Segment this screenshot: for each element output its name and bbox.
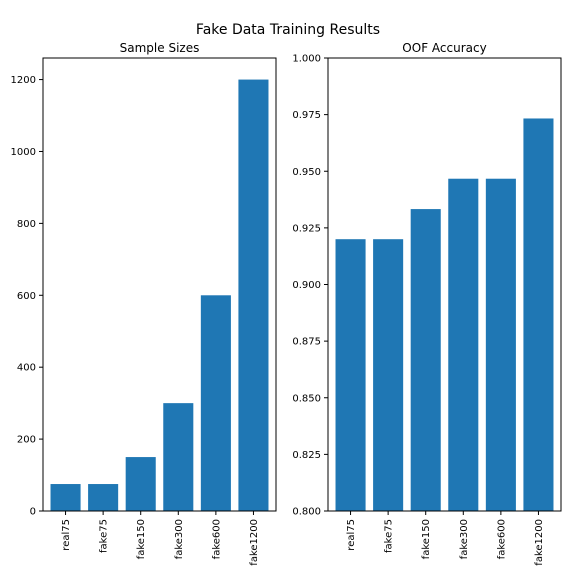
oof-accuracy-bar-fake75: [373, 239, 404, 511]
sample-sizes-y-tick-label: 1200: [11, 75, 36, 86]
sample-sizes-y-tick-label: 0: [30, 507, 36, 518]
oof-accuracy-chart: OOF Accuracy 0.8000.8250.8500.8750.9000.…: [292, 41, 562, 566]
sample-sizes-y-tick-label: 200: [17, 435, 36, 446]
sample-sizes-x-tick-label: real75: [61, 519, 72, 551]
sample-sizes-bar-fake150: [125, 457, 156, 511]
oof-accuracy-bar-fake300: [448, 178, 479, 511]
oof-accuracy-bar-real75: [335, 239, 366, 511]
sample-sizes-bar-fake300: [163, 403, 194, 511]
oof-accuracy-y-tick-label: 0.975: [292, 110, 321, 121]
oof-accuracy-y-tick-label: 1.000: [292, 54, 321, 65]
oof-accuracy-x-tick-label: fake150: [421, 519, 432, 559]
sample-sizes-x-tick-label: fake150: [136, 519, 147, 559]
oof-accuracy-bar-fake600: [485, 178, 516, 511]
oof-accuracy-x-tick-label: fake75: [384, 519, 395, 553]
sample-sizes-y-tick-label: 1000: [11, 147, 36, 158]
sample-sizes-axes-frame: [42, 57, 277, 512]
oof-accuracy-x-tick-label: real75: [346, 519, 357, 551]
oof-accuracy-y-tick-label: 0.900: [292, 280, 321, 291]
oof-accuracy-x-tick-label: fake1200: [534, 519, 545, 566]
sample-sizes-y-tick-label: 800: [17, 219, 36, 230]
sample-sizes-y-tick-label: 600: [17, 291, 36, 302]
oof-accuracy-y-tick-label: 0.950: [292, 167, 321, 178]
oof-accuracy-y-tick-label: 0.925: [292, 223, 321, 234]
oof-accuracy-y-tick-label: 0.825: [292, 450, 321, 461]
oof-accuracy-plot-area: 0.800 0.825 0.850 0.875 0.900 0.925 0.950 0.975…: [292, 54, 562, 566]
oof-accuracy-chart-title: OOF Accuracy: [402, 41, 486, 55]
sample-sizes-x-tick-label: fake75: [99, 519, 110, 553]
oof-accuracy-bar-fake150: [410, 209, 441, 511]
oof-accuracy-y-tick-label: 0.800: [292, 507, 321, 518]
sample-sizes-x-tick-label: fake1200: [249, 519, 260, 566]
sample-sizes-bar-real75: [50, 484, 81, 511]
sample-sizes-bar-fake600: [200, 295, 231, 511]
sample-sizes-bar-fake1200: [238, 79, 269, 511]
sample-sizes-x-tick-label: fake600: [211, 519, 222, 559]
sample-sizes-y-tick-label: 400: [17, 363, 36, 374]
oof-accuracy-bar-fake1200: [523, 118, 554, 511]
sample-sizes-bar-fake75: [88, 484, 119, 511]
sample-sizes-x-tick-label: fake300: [174, 519, 185, 559]
oof-accuracy-y-tick-label: 0.875: [292, 337, 321, 348]
oof-accuracy-x-tick-label: fake300: [459, 519, 470, 559]
oof-accuracy-y-tick-label: 0.850: [292, 393, 321, 404]
sample-sizes-chart: Sample Sizes 0 200 400 600 800 1000 1200 real75…: [11, 41, 277, 566]
figure-title: Fake Data Training Results: [196, 22, 380, 38]
oof-accuracy-x-tick-label: fake600: [496, 519, 507, 559]
sample-sizes-chart-title: Sample Sizes: [120, 41, 200, 55]
sample-sizes-plot-area: 0 200 400 600 800 1000 1200 real75 fake75 fake150…: [11, 57, 277, 566]
